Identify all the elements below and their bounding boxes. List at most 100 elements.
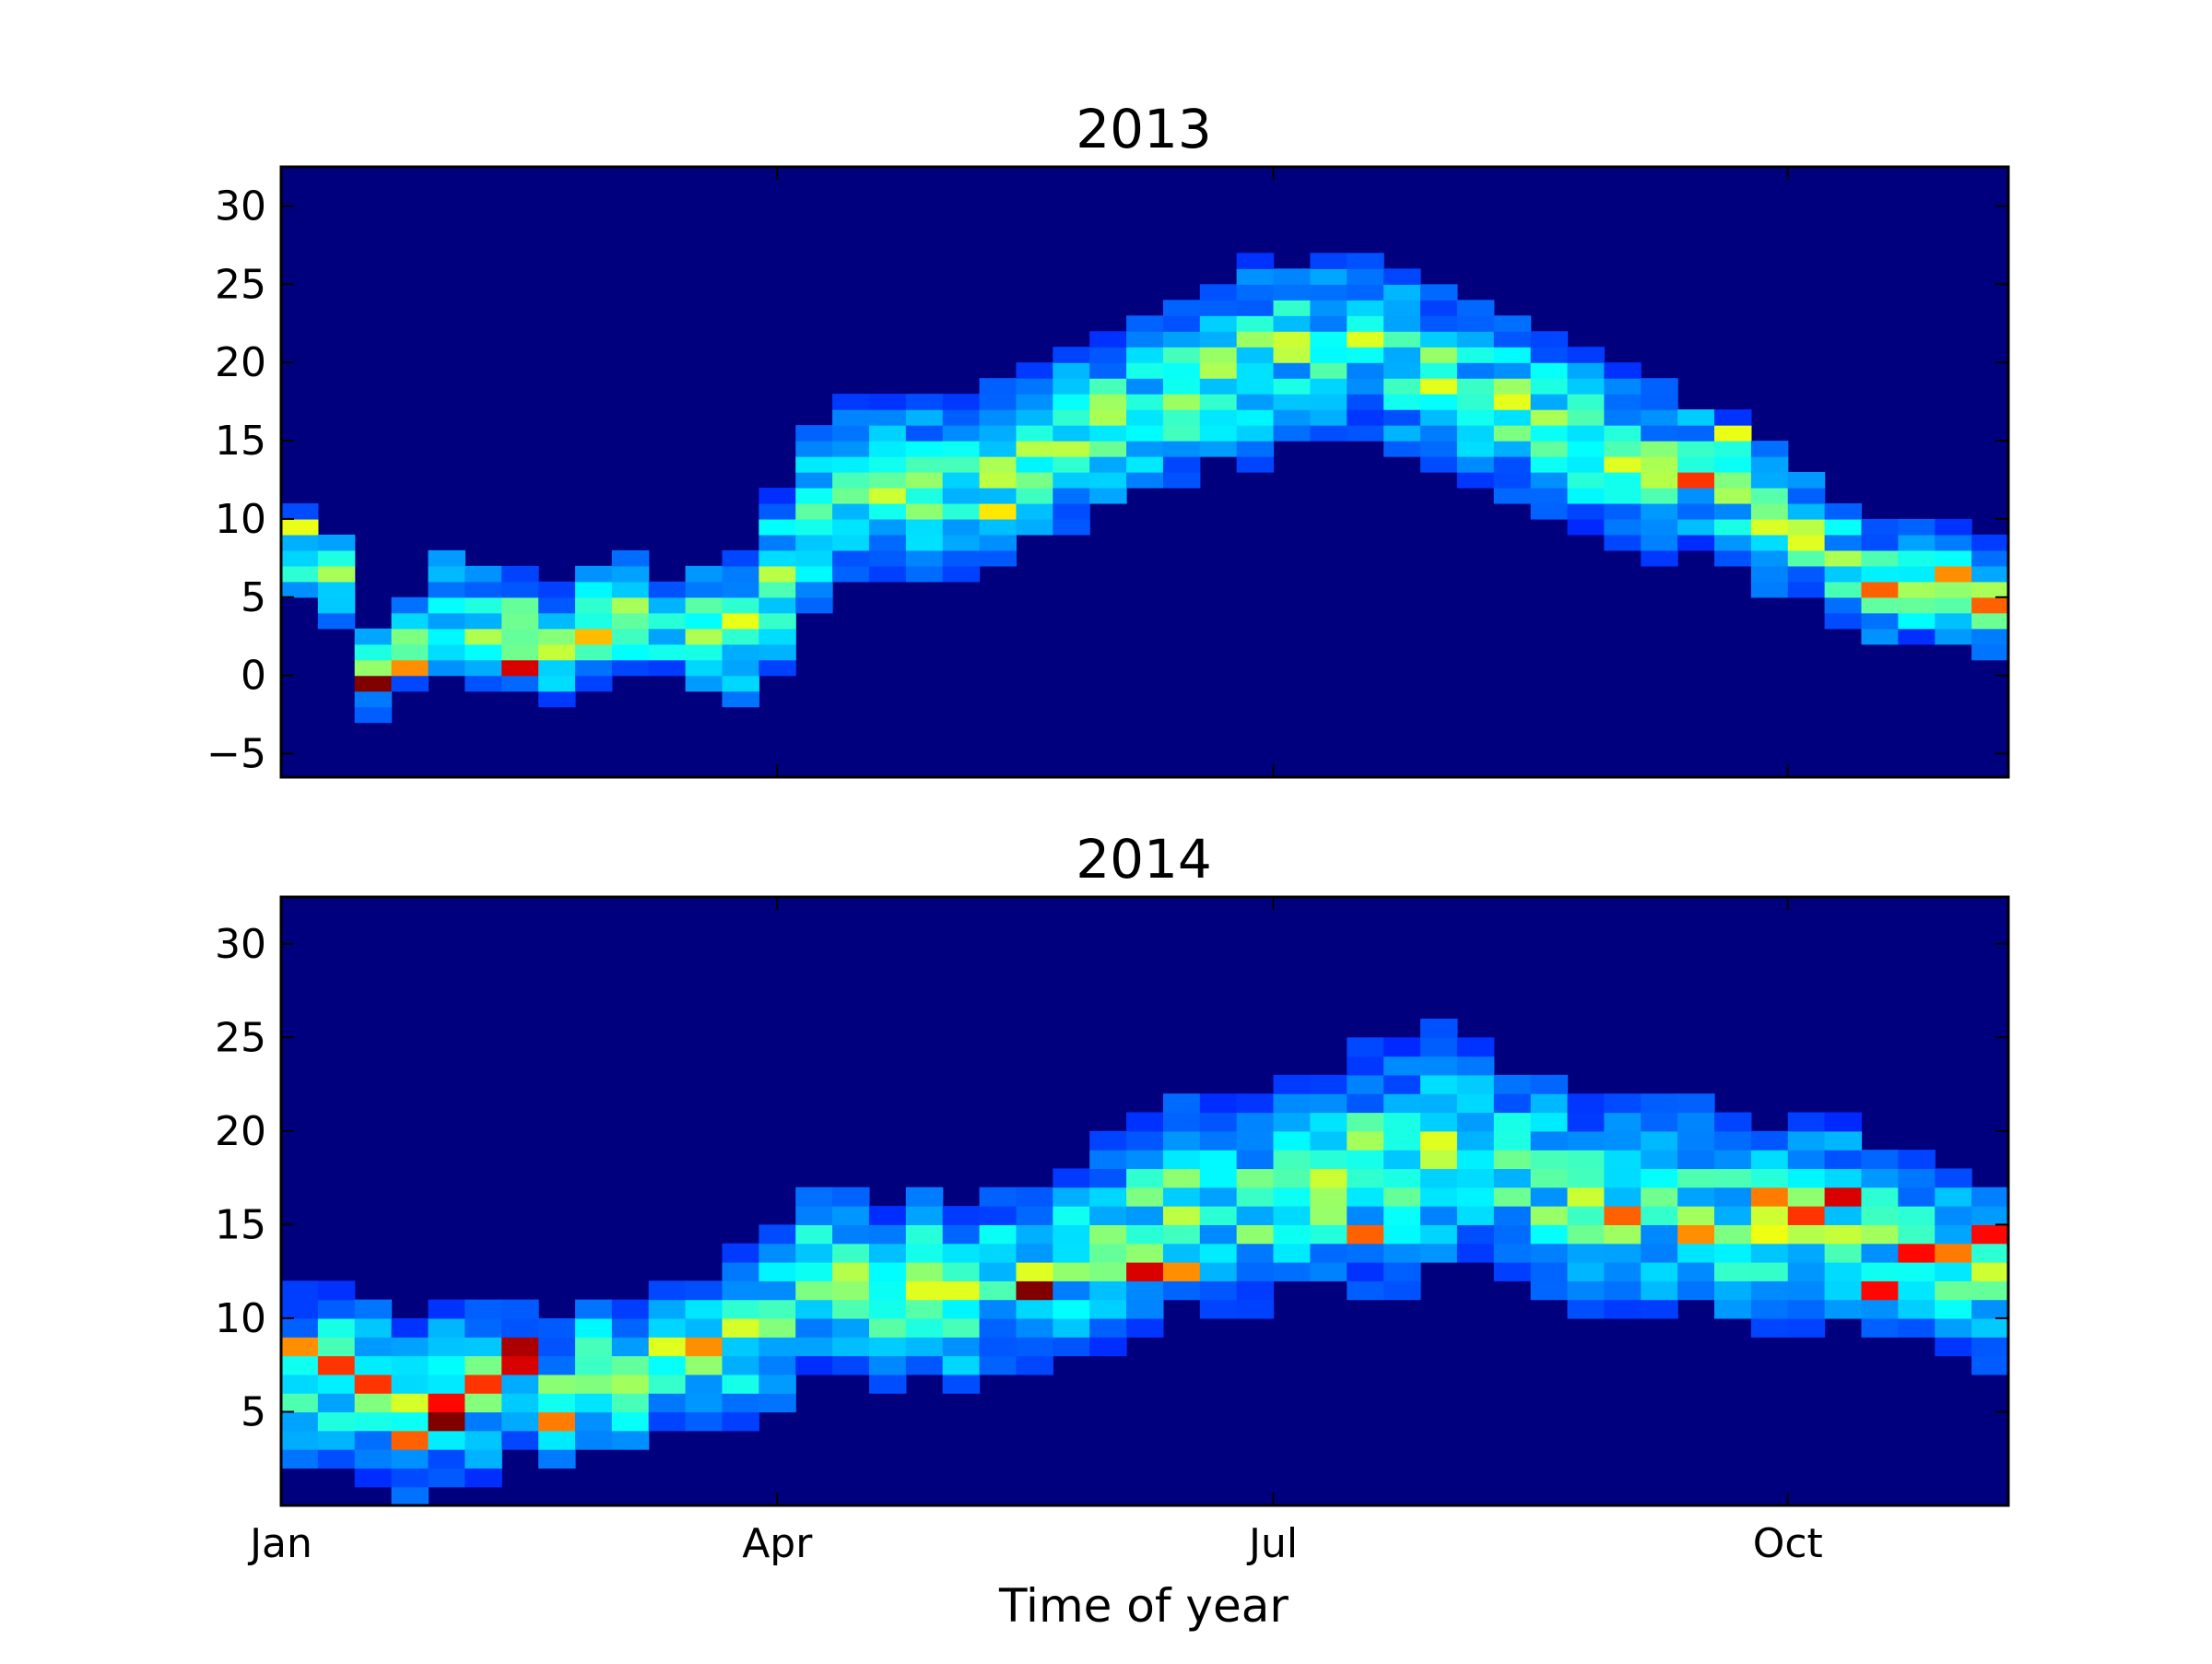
x-axis <box>280 167 1789 777</box>
heatmap-cell <box>501 1411 539 1432</box>
heatmap-cell <box>1456 1224 1495 1245</box>
heatmap-cell <box>1420 1130 1458 1151</box>
heatmap-cell <box>1714 1150 1752 1170</box>
y-tick-label: 25 <box>215 261 266 308</box>
heatmap-cell <box>1310 378 1347 395</box>
heatmap-cell <box>1493 331 1532 348</box>
heatmap-cells <box>281 167 2009 777</box>
heatmap-cell <box>1861 612 1899 630</box>
heatmap-cell <box>722 596 759 614</box>
heatmap-cell <box>1677 1206 1715 1225</box>
heatmap-cell <box>1162 425 1201 442</box>
heatmap-cell <box>1383 1056 1421 1076</box>
heatmap-cell <box>979 441 1018 457</box>
heatmap-cell <box>832 1224 870 1245</box>
heatmap-cell <box>1567 362 1605 379</box>
heatmap-cell <box>868 456 907 473</box>
heatmap-cell <box>1347 1262 1384 1281</box>
heatmap-cell <box>1347 409 1384 426</box>
y-tick-label: 5 <box>241 1388 266 1435</box>
heatmap-cell <box>611 643 650 661</box>
heatmap-cell <box>1089 425 1127 442</box>
heatmap-cell <box>1935 534 1972 551</box>
heatmap-cell <box>1787 1317 1826 1338</box>
heatmap-cell <box>759 549 796 567</box>
heatmap-cell <box>868 1262 907 1281</box>
heatmap-cell <box>1126 315 1164 332</box>
heatmap-cell <box>391 1411 429 1432</box>
heatmap-cell <box>281 502 319 520</box>
heatmap-cell <box>428 581 465 598</box>
heatmap-cell <box>1898 1206 1936 1225</box>
y-tick-label: 10 <box>215 1295 266 1342</box>
heatmap-cell <box>1383 1093 1421 1114</box>
heatmap-cell <box>1530 441 1569 457</box>
heatmap-cell <box>1824 518 1863 536</box>
heatmap-cell <box>868 1243 907 1263</box>
heatmap-cell <box>1971 1299 2009 1319</box>
heatmap-cell <box>354 1449 393 1469</box>
heatmap-cell <box>1567 487 1605 504</box>
heatmap-cell <box>1567 1243 1605 1263</box>
x-tick-label: Apr <box>742 1520 813 1567</box>
heatmap-cell <box>1089 362 1127 379</box>
heatmap-cell <box>1714 1299 1752 1319</box>
heatmap-cell <box>611 565 650 583</box>
heatmap-cell <box>1604 394 1641 410</box>
heatmap-cell <box>905 1317 944 1338</box>
heatmap-cell <box>391 596 429 614</box>
heatmap-cell <box>1420 1019 1458 1038</box>
heatmap-cell <box>1677 518 1715 536</box>
heatmap-cell <box>1016 1224 1053 1245</box>
heatmap-cell <box>1641 394 1678 410</box>
heatmap-cell <box>1347 1224 1384 1245</box>
heatmap-cell <box>1567 1186 1605 1207</box>
heatmap-cell <box>1750 1317 1789 1338</box>
heatmap-cell <box>1787 518 1826 536</box>
heatmap-cell <box>1787 1186 1826 1207</box>
heatmap-cell <box>574 612 613 630</box>
heatmap-cell <box>979 472 1018 489</box>
heatmap-cell <box>1347 394 1384 410</box>
heatmap-cell <box>1714 1112 1752 1132</box>
heatmap-cell <box>317 1299 356 1319</box>
heatmap-cell <box>832 1280 870 1301</box>
heatmap-cell <box>1383 378 1421 395</box>
heatmap-cell <box>1493 378 1532 395</box>
heatmap-cell <box>465 1355 502 1375</box>
heatmap-cell <box>1383 331 1421 348</box>
heatmap-cell <box>1567 1093 1605 1114</box>
heatmap-cell <box>1604 1299 1641 1319</box>
heatmap-cell <box>465 628 502 645</box>
heatmap-cell <box>979 534 1018 551</box>
heatmap-cell <box>465 1299 502 1319</box>
heatmap-cell <box>1273 1112 1312 1132</box>
heatmap-cell <box>1750 1130 1789 1151</box>
heatmap-cell <box>1898 534 1936 551</box>
heatmap-cell <box>1530 456 1569 473</box>
heatmap-cell <box>574 1337 613 1357</box>
heatmap-cell <box>1273 1150 1312 1170</box>
heatmap-cell <box>1383 441 1421 457</box>
heatmap-cell <box>1162 1130 1201 1151</box>
heatmap-cell <box>1383 1112 1421 1132</box>
heatmap-cell <box>1714 456 1752 473</box>
heatmap-cell <box>1861 1150 1899 1170</box>
heatmap-cell <box>428 549 465 567</box>
heatmap-cell <box>979 378 1018 395</box>
heatmap-cell <box>1787 1224 1826 1245</box>
heatmap-cell <box>1420 456 1458 473</box>
heatmap-cell <box>1750 565 1789 583</box>
heatmap-cell <box>1310 347 1347 363</box>
heatmap-cell <box>1053 518 1090 536</box>
heatmap-cell <box>317 1411 356 1432</box>
heatmap-cell <box>1126 425 1164 442</box>
heatmap-cell <box>1347 300 1384 316</box>
heatmap-cell <box>1162 1262 1201 1281</box>
heatmap-cell <box>465 565 502 583</box>
heatmap-cell <box>759 1262 796 1281</box>
heatmap-cell <box>1347 268 1384 285</box>
heatmap-cell <box>501 612 539 630</box>
heatmap-cell <box>685 565 724 583</box>
heatmap-cell <box>1530 502 1569 520</box>
